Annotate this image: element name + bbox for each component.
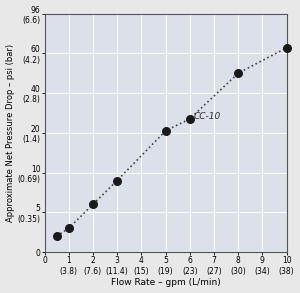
Point [54,234,59,239]
Point [236,71,241,76]
Point [284,45,289,50]
Point [66,226,71,231]
Point [188,117,192,121]
Y-axis label: Approximate Net Pressure Drop – psi (bar): Approximate Net Pressure Drop – psi (bar… [6,44,15,222]
Point [91,202,95,207]
Point [115,178,119,183]
Text: CC-10: CC-10 [194,112,221,121]
Point [163,129,168,133]
X-axis label: Flow Rate – gpm (L/min): Flow Rate – gpm (L/min) [111,278,220,287]
